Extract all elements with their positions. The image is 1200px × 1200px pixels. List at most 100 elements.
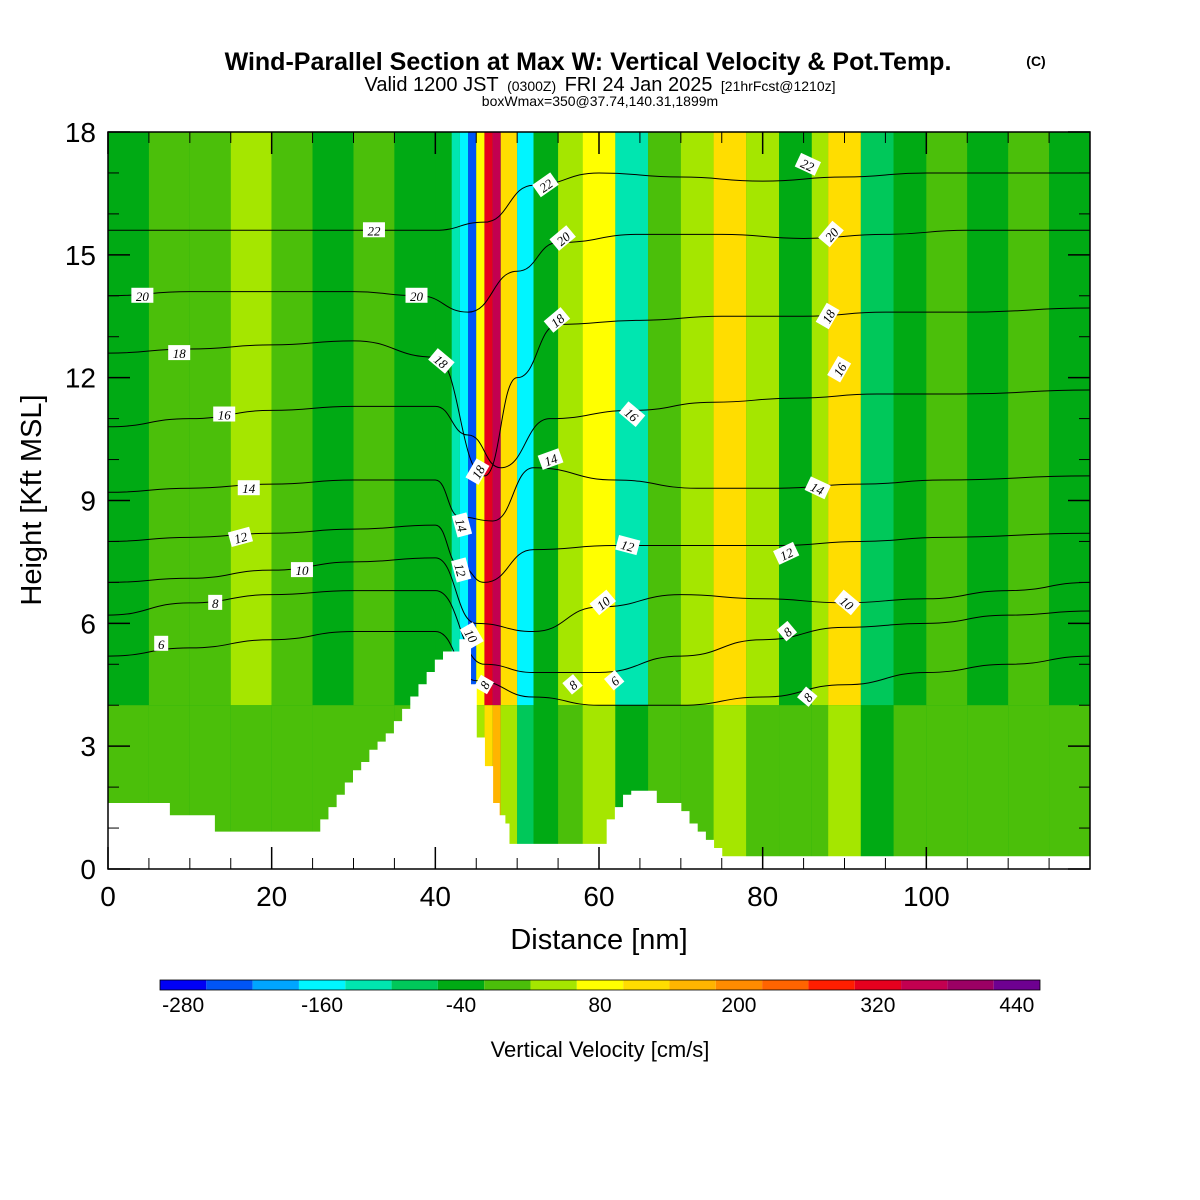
theta-contour-10 xyxy=(108,557,1090,633)
w-band xyxy=(893,132,927,706)
w-band xyxy=(500,132,518,706)
colorbar: -280 -160 -40 80 200 320 440 xyxy=(159,979,1041,1017)
contour-label-text: 8 xyxy=(212,596,219,611)
contour-label-box xyxy=(543,307,571,333)
contour-label-text: 14 xyxy=(542,451,560,470)
contour-label: 16 xyxy=(618,401,646,427)
contour-label-box xyxy=(537,448,564,470)
contour-label-box xyxy=(818,220,844,248)
contour-label-box xyxy=(362,222,385,238)
colorbar-tick-label: -40 xyxy=(446,994,476,1017)
contour-label-box xyxy=(834,589,861,616)
contour-label-text: 22 xyxy=(367,223,381,238)
contour-label-text: 22 xyxy=(798,156,817,175)
terrain xyxy=(108,639,1090,869)
contour-label: 16 xyxy=(827,355,852,383)
plot-area: 2018161412108622201818141210822201816141… xyxy=(108,132,1090,869)
w-band-low xyxy=(779,705,812,869)
x-axis-label: Distance [nm] xyxy=(510,924,687,956)
colorbar-tick-label: 80 xyxy=(588,994,611,1017)
colorbar-tick-label: 440 xyxy=(999,994,1034,1017)
w-band-low xyxy=(517,705,534,869)
contour-label-text: 12 xyxy=(451,562,469,579)
contour-label: 12 xyxy=(451,557,472,583)
w-band xyxy=(459,132,469,706)
x-tick-label: 20 xyxy=(256,881,287,912)
w-band-low xyxy=(893,705,927,869)
contour-labels: 2018161412108622201818141210822201816141… xyxy=(131,152,861,707)
colorbar-tick-label: -280 xyxy=(162,994,204,1017)
contour-label: 8 xyxy=(776,620,798,642)
contour-label-box xyxy=(797,686,818,707)
contour-label: 8 xyxy=(562,674,583,695)
copyright-mark: (C) xyxy=(1026,53,1045,69)
contour-label-box xyxy=(804,476,831,500)
w-band xyxy=(648,132,681,706)
contour-label-text: 12 xyxy=(778,544,797,563)
y-tick-label: 15 xyxy=(65,240,96,271)
contour-label: 12 xyxy=(227,526,254,547)
contour-label: 18 xyxy=(543,307,571,333)
contour-label: 8 xyxy=(797,686,818,707)
w-band-low xyxy=(713,705,747,869)
contour-label: 10 xyxy=(290,562,313,578)
colorbar-swatch xyxy=(576,980,624,990)
colorbar-swatch xyxy=(252,980,299,990)
colorbar-swatch xyxy=(669,980,716,990)
x-tick-label: 40 xyxy=(420,881,451,912)
contour-label-box xyxy=(815,302,840,330)
colorbar-tick-label: 200 xyxy=(721,994,756,1017)
contour-label-text: 16 xyxy=(218,408,232,423)
w-band-low xyxy=(811,705,829,869)
colorbar-swatch xyxy=(715,980,763,990)
contour-label-box xyxy=(459,622,484,649)
w-band xyxy=(582,132,616,706)
contour-label: 8 xyxy=(474,674,494,695)
w-band xyxy=(492,132,501,706)
colorbar-swatch xyxy=(345,980,392,990)
w-band xyxy=(517,132,534,706)
w-band xyxy=(746,132,780,706)
w-band-low xyxy=(926,705,968,869)
w-band xyxy=(1008,132,1050,706)
contour-label: 12 xyxy=(615,534,641,556)
contour-label-box xyxy=(405,287,428,303)
contour-label: 20 xyxy=(131,287,154,304)
box-max-info: boxWmax=350@37.74,140.31,1899m xyxy=(482,93,718,109)
contour-label-text: 14 xyxy=(808,479,827,498)
w-band xyxy=(967,132,1009,706)
contour-label-box xyxy=(227,526,254,547)
contour-label: 16 xyxy=(213,406,236,423)
theta-contour-14 xyxy=(108,467,1090,522)
contour-label-text: 10 xyxy=(295,563,309,578)
w-band-low xyxy=(1008,705,1050,869)
colorbar-swatch xyxy=(298,980,346,990)
colorbar-swatch xyxy=(160,980,207,990)
w-band xyxy=(779,132,812,706)
contour-label: 18 xyxy=(428,348,455,374)
theta-contour-22 xyxy=(108,172,1090,231)
valid-date: FRI 24 Jan 2025 xyxy=(565,74,713,96)
theta-contour-6 xyxy=(108,631,1090,706)
w-band xyxy=(394,132,436,706)
contour-label-box xyxy=(618,401,646,427)
contour-label-box xyxy=(615,534,641,556)
colorbar-swatch xyxy=(530,980,577,990)
contour-label-text: 20 xyxy=(410,289,424,304)
x-tick-label: 100 xyxy=(903,881,950,912)
contour-label: 18 xyxy=(168,345,191,361)
contour-label: 18 xyxy=(465,458,490,485)
contour-label-box xyxy=(773,541,800,565)
w-band-low xyxy=(533,705,559,869)
y-tick-label: 12 xyxy=(65,363,96,394)
contour-label-text: 12 xyxy=(232,529,249,547)
colorbar-swatch xyxy=(206,980,253,990)
w-band xyxy=(435,132,452,706)
contour-label-text: 18 xyxy=(173,346,187,361)
contour-label-box xyxy=(208,594,223,610)
w-band xyxy=(828,132,861,706)
contour-label-box xyxy=(451,557,472,583)
y-axis-label: Height [Kft MSL] xyxy=(16,394,48,605)
contour-label-box xyxy=(465,458,490,485)
contour-label-text: 20 xyxy=(136,289,150,304)
